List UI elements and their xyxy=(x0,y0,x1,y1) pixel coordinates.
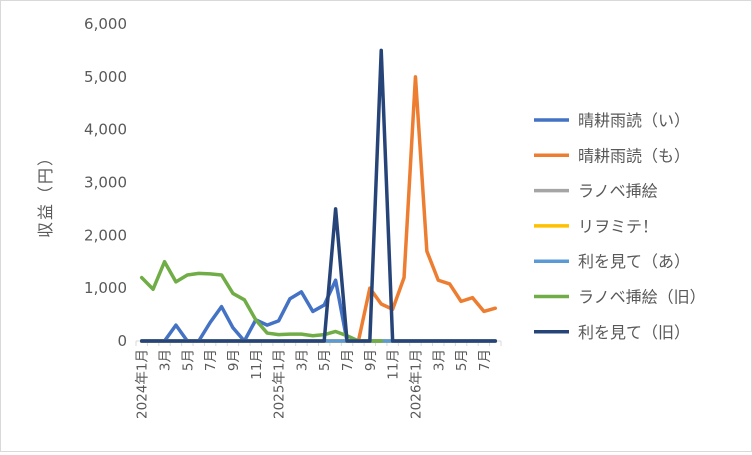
x-tick-label: 3月 xyxy=(158,349,174,371)
x-tick-label: 11月 xyxy=(249,349,265,380)
x-tick-label: 11月 xyxy=(386,349,402,380)
x-tick-label: 3月 xyxy=(294,349,310,371)
series-line-1 xyxy=(139,278,498,343)
x-tick-label: 5月 xyxy=(317,349,333,371)
legend-label: 晴耕雨読（も） xyxy=(578,146,690,165)
y-tick-label: 4,000 xyxy=(84,121,127,139)
x-tick-label: 2025年1月 xyxy=(272,349,288,419)
series-line-7 xyxy=(139,48,498,343)
legend-label: リヲミテ！ xyxy=(578,217,658,236)
legend-label: 利を見て（あ） xyxy=(578,252,690,271)
legend-label: 晴耕雨読（い） xyxy=(578,111,690,130)
x-tick-label: 9月 xyxy=(363,349,379,371)
x-tick-label: 3月 xyxy=(431,349,447,371)
y-tick-label: 3,000 xyxy=(84,174,127,192)
x-tick-label: 5月 xyxy=(180,349,196,371)
y-tick-label: 5,000 xyxy=(84,68,127,86)
legend-label: ラノベ挿絵（旧） xyxy=(578,288,706,307)
x-tick-label: 2024年1月 xyxy=(135,349,151,419)
axes: 0 1,000 2,000 3,000 4,000 5,000 6,000 2024年1月 3月… xyxy=(84,15,502,419)
series-layer xyxy=(139,48,498,343)
series-line-6 xyxy=(139,260,383,343)
x-tick-label: 2026年1月 xyxy=(408,349,424,419)
x-tick-label: 7月 xyxy=(340,349,356,371)
x-tick-label: 5月 xyxy=(454,349,470,371)
y-tick-label: 1,000 xyxy=(84,279,127,297)
x-tick-label: 7月 xyxy=(477,349,493,371)
x-tick-label: 7月 xyxy=(203,349,219,371)
y-tick-label: 6,000 xyxy=(84,15,127,33)
legend-label: 利を見て（旧） xyxy=(578,323,690,342)
y-tick-label: 0 xyxy=(117,332,127,350)
y-tick-label: 2,000 xyxy=(84,226,127,244)
x-tick-label: 9月 xyxy=(226,349,242,371)
legend-label: ラノベ挿絵 xyxy=(578,182,658,201)
series-line-2 xyxy=(139,75,498,343)
y-axis-title: 収益（円） xyxy=(36,148,55,238)
